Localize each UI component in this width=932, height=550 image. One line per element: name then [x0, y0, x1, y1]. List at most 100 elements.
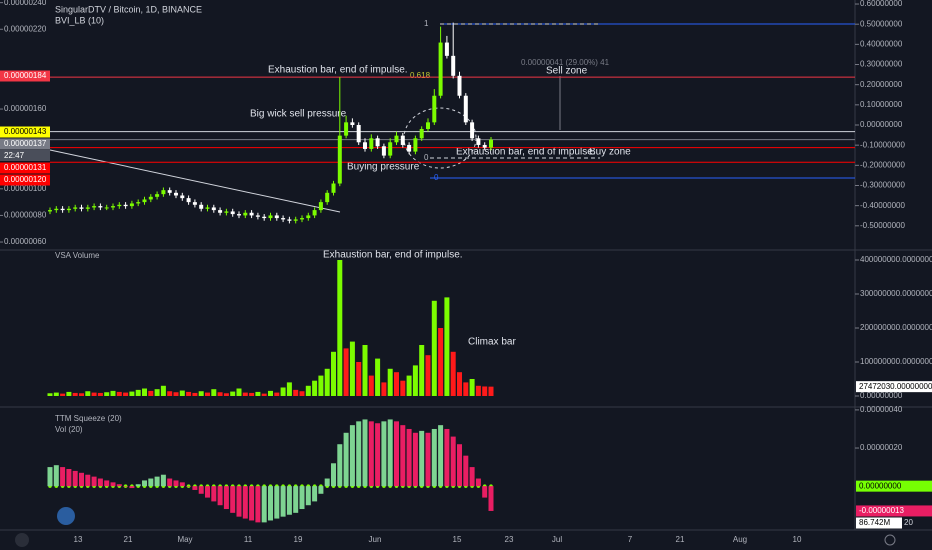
candle-body [451, 55, 456, 76]
bar [475, 478, 481, 487]
pane-title: TTM Squeeze (20) [55, 414, 122, 423]
candle-body [161, 190, 166, 195]
candle-body [438, 42, 443, 96]
bar [268, 486, 273, 521]
bar [375, 423, 381, 487]
candle-body [344, 122, 349, 136]
bar [312, 486, 318, 502]
chart-title: SingularDTV / Bitcoin, 1D, BINANCE [55, 4, 202, 14]
annotation: 1 [424, 19, 429, 28]
candle-body [205, 207, 210, 209]
bar [356, 421, 362, 487]
candle-body [274, 215, 279, 219]
bar [343, 432, 349, 487]
candle-body [419, 128, 424, 139]
candle-body [356, 125, 361, 143]
x-tick-label: 13 [74, 535, 83, 544]
y-tick-label: 0.00000020 [860, 443, 903, 452]
bar [242, 486, 248, 519]
bar [324, 478, 330, 487]
settings-button[interactable] [884, 534, 896, 546]
bar [60, 393, 66, 396]
bar [406, 428, 412, 487]
bar [312, 380, 318, 396]
bar [85, 474, 91, 487]
y2-tick-label: -0.30000000 [860, 181, 905, 190]
candle-body [199, 204, 204, 209]
bar [469, 467, 475, 487]
value-label-box [856, 480, 932, 492]
candle-body [174, 192, 178, 196]
trend-line [49, 149, 341, 213]
bar [123, 486, 129, 487]
bar [198, 391, 204, 396]
candle-body [426, 122, 430, 129]
bar [186, 391, 192, 396]
bar [394, 372, 399, 396]
y2-tick-label: 0.60000000 [860, 0, 903, 8]
bar [72, 392, 78, 396]
bar [412, 432, 418, 487]
bar [349, 341, 355, 396]
y2-tick-label: -0.50000000 [860, 221, 905, 230]
candle-body [48, 210, 52, 212]
y-tick-label: 0.00000220 [4, 24, 47, 33]
candle-body [318, 202, 323, 211]
bar [230, 391, 236, 396]
candle-body [287, 219, 292, 221]
x-tick-label: 15 [453, 535, 462, 544]
y2-tick-label: 0.20000000 [860, 80, 903, 89]
bar [97, 392, 103, 396]
bar [331, 463, 336, 487]
bar [337, 444, 343, 487]
candle-body [117, 204, 122, 207]
bar [160, 385, 166, 396]
price-label-box [0, 162, 50, 174]
bar [280, 387, 286, 396]
bar [255, 391, 261, 396]
bar [79, 393, 84, 396]
bar [230, 486, 236, 513]
candle-body [369, 138, 374, 149]
candle-body [482, 144, 487, 148]
annotation: Climax bar [468, 337, 516, 348]
candle-body [111, 206, 115, 208]
bar [223, 486, 229, 510]
y-tick-label: 200000000.00000000 [860, 323, 932, 332]
y-tick-label: 0.00000000 [860, 391, 903, 400]
bar [85, 391, 91, 396]
bar [362, 344, 368, 396]
bar [167, 391, 173, 396]
bar [274, 392, 280, 396]
y-tick-label: 0.00000080 [4, 211, 47, 220]
candle-body [79, 207, 84, 209]
candle-body [230, 211, 235, 215]
y-tick-label: 300000000.00000000 [860, 289, 932, 298]
candle-body [400, 135, 405, 145]
bar [142, 388, 147, 396]
bar [116, 391, 122, 396]
bar [249, 486, 255, 521]
bar [293, 486, 299, 513]
candle-body [331, 183, 336, 193]
bar [249, 392, 255, 396]
annotation: 0.618 [410, 71, 431, 80]
value-label-box [856, 517, 902, 529]
candle-body [407, 144, 412, 152]
bar [129, 391, 135, 396]
bar [66, 391, 72, 396]
candle-body [54, 208, 59, 211]
bar [337, 259, 343, 396]
zoom-button[interactable] [15, 533, 29, 547]
bar [488, 486, 494, 511]
candle-body [293, 219, 298, 221]
bar [293, 389, 299, 396]
bar [488, 386, 494, 396]
candle-body [381, 146, 386, 156]
bar [286, 486, 292, 515]
candle-body [98, 206, 103, 208]
bar [173, 392, 179, 396]
annotation: Exhaustion bar, end of impulse. [268, 65, 408, 76]
candle-body [92, 206, 97, 208]
